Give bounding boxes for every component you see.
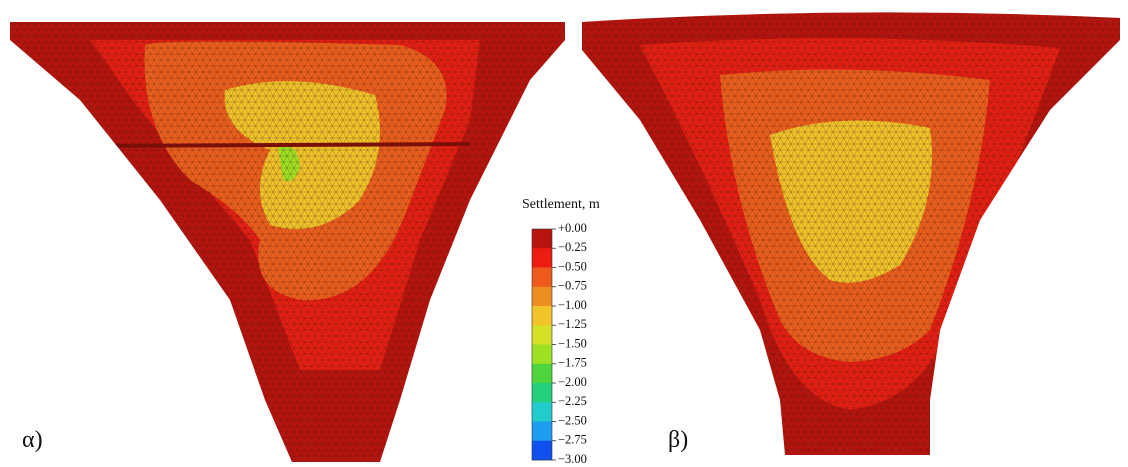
colorbar: +0.00 −0.25 −0.50 −0.75 −1.00 −1.25 −1.50 −1.75… (531, 221, 587, 466)
colorbar-band (532, 440, 552, 461)
colorbar-band (532, 306, 552, 326)
colorbar-label: −2.25 (558, 394, 587, 408)
colorbar-label: −1.75 (558, 356, 587, 370)
colorbar-label: −1.25 (558, 317, 587, 331)
colorbar-band (532, 402, 552, 422)
colorbar-band (532, 344, 552, 365)
colorbar-label: −1.50 (558, 336, 587, 350)
colorbar-label: −3.00 (558, 452, 587, 466)
colorbar-label: −0.75 (558, 279, 587, 293)
panel-label: α) (22, 427, 43, 453)
colorbar-band (532, 229, 552, 249)
colorbar-band (532, 363, 552, 384)
colorbar-band (532, 421, 552, 442)
colorbar-label: −2.50 (558, 413, 587, 427)
colorbar-band (532, 248, 552, 268)
dam-beta (582, 12, 1120, 455)
colorbar-label: −2.00 (558, 375, 587, 389)
colorbar-band (532, 286, 552, 307)
colorbar-band (532, 267, 552, 288)
colorbar-band (532, 325, 552, 345)
legend-title: Settlement, m (522, 197, 600, 212)
colorbar-label: +0.00 (558, 221, 587, 235)
colorbar-label: −0.50 (558, 259, 587, 273)
colorbar-label: −1.00 (558, 298, 587, 312)
colorbar-band (532, 383, 552, 403)
colorbar-label: −0.25 (558, 240, 587, 254)
colorbar-label: −2.75 (558, 433, 587, 447)
dam-alpha (10, 22, 565, 462)
panel-label: β) (668, 427, 688, 453)
